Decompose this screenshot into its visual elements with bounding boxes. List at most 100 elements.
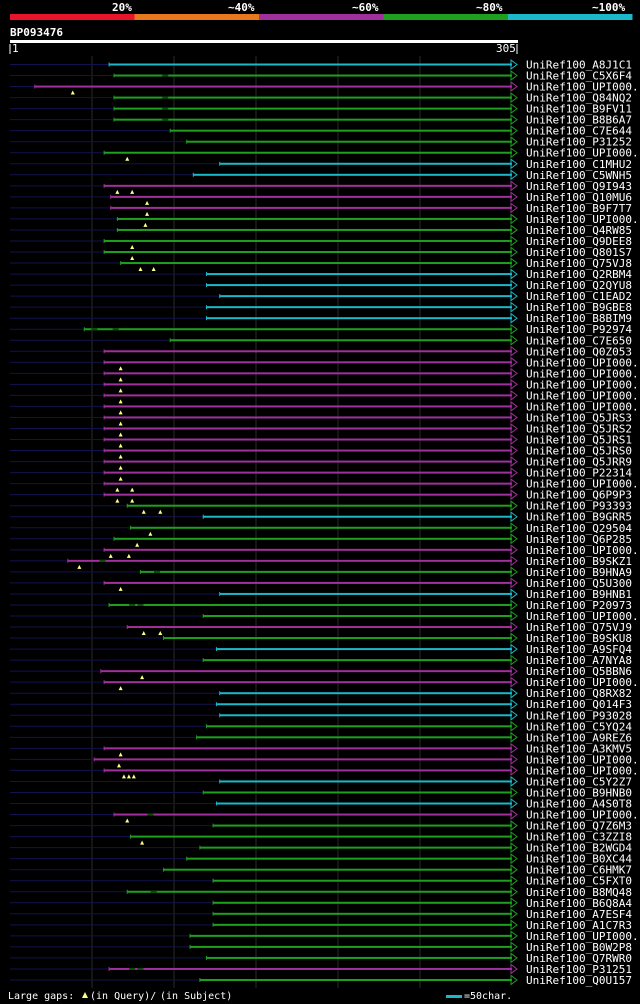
hit-bar[interactable]: [196, 736, 512, 739]
hit-bar[interactable]: [216, 648, 512, 651]
hit-name-link[interactable]: UniRef100_Q5BBN6: [526, 665, 632, 678]
hit-name-link[interactable]: UniRef100_P93393: [526, 500, 632, 513]
hit-name-link[interactable]: UniRef100_Q5JRS1: [526, 434, 632, 447]
hit-name-link[interactable]: UniRef100_UPI000..: [526, 478, 640, 491]
hit-bar[interactable]: [206, 956, 512, 959]
hit-row[interactable]: UniRef100_C7E650: [10, 334, 632, 347]
hit-bar[interactable]: [104, 361, 512, 364]
hit-bar[interactable]: [104, 239, 512, 242]
hit-row[interactable]: UniRef100_Q9DEE8: [10, 235, 632, 249]
hit-name-link[interactable]: UniRef100_Q014F3: [526, 698, 632, 711]
hit-bar[interactable]: [104, 251, 512, 254]
hit-bar[interactable]: [219, 692, 512, 695]
hit-name-link[interactable]: UniRef100_Q2QYU8: [526, 279, 632, 292]
hit-bar[interactable]: [104, 427, 512, 430]
hit-name-link[interactable]: UniRef100_P92974: [526, 323, 632, 336]
hit-name-link[interactable]: UniRef100_C7E644: [526, 125, 632, 138]
hit-row[interactable]: UniRef100_B9GBE8: [10, 301, 632, 314]
hit-bar[interactable]: [206, 317, 512, 320]
hit-bar[interactable]: [114, 118, 512, 121]
hit-row[interactable]: UniRef100_B9SKU8: [10, 632, 632, 645]
hit-row[interactable]: UniRef100_Q4RW85: [10, 224, 632, 237]
hit-bar[interactable]: [206, 725, 512, 728]
hit-row[interactable]: UniRef100_UPI000..: [10, 147, 640, 161]
hit-bar[interactable]: [170, 339, 513, 342]
hit-row[interactable]: UniRef100_Q29504: [10, 522, 632, 536]
hit-bar[interactable]: [114, 96, 512, 99]
hit-bar[interactable]: [109, 63, 512, 66]
hit-bar[interactable]: [206, 284, 512, 287]
hit-bar[interactable]: [203, 659, 512, 662]
hit-name-link[interactable]: UniRef100_B6Q8A4: [526, 897, 632, 910]
hit-bar[interactable]: [203, 615, 512, 617]
hit-row[interactable]: UniRef100_P92974: [10, 323, 632, 336]
hit-name-link[interactable]: UniRef100_B8B6A7: [526, 114, 632, 127]
hit-name-link[interactable]: UniRef100_UPI000..: [526, 367, 640, 380]
hit-row[interactable]: UniRef100_B9FV11: [10, 103, 632, 116]
hit-row[interactable]: UniRef100_UPI000..: [10, 400, 640, 415]
hit-row[interactable]: UniRef100_A9REZ6: [10, 731, 632, 744]
hit-bar[interactable]: [114, 107, 512, 110]
hit-row[interactable]: UniRef100_B9HNB1: [10, 588, 632, 601]
hit-bar[interactable]: [104, 769, 512, 772]
hit-name-link[interactable]: UniRef100_B0W2P8: [526, 941, 632, 954]
hit-bar[interactable]: [219, 592, 512, 595]
hit-bar[interactable]: [213, 912, 512, 915]
hit-row[interactable]: UniRef100_P31251: [10, 963, 632, 976]
hit-name-link[interactable]: UniRef100_UPI000..: [526, 213, 640, 226]
hit-name-link[interactable]: UniRef100_Q5JRR9: [526, 456, 632, 469]
hit-name-link[interactable]: UniRef100_B9SKU8: [526, 632, 632, 645]
hit-name-link[interactable]: UniRef100_C6HMK7: [526, 864, 632, 877]
hit-name-link[interactable]: UniRef100_Q4RW85: [526, 224, 632, 237]
hit-name-link[interactable]: UniRef100_UPI000..: [526, 930, 640, 943]
hit-row[interactable]: UniRef100_C6HMK7: [10, 864, 632, 877]
hit-name-link[interactable]: UniRef100_Q5JRS2: [526, 422, 632, 435]
hit-name-link[interactable]: UniRef100_A1C7R3: [526, 919, 632, 932]
hit-row[interactable]: UniRef100_Q6P9P3: [10, 489, 632, 503]
hit-row[interactable]: UniRef100_Q5U300: [10, 577, 632, 591]
hit-name-link[interactable]: UniRef100_UPI000..: [526, 753, 640, 766]
hit-bar[interactable]: [199, 846, 513, 849]
hit-bar[interactable]: [117, 228, 513, 231]
hit-name-link[interactable]: UniRef100_B8BIM9: [526, 312, 632, 325]
hit-row[interactable]: UniRef100_C1EAD2: [10, 290, 632, 303]
hit-bar[interactable]: [104, 747, 512, 750]
hit-name-link[interactable]: UniRef100_Q75VJ9: [526, 621, 632, 634]
hit-row[interactable]: UniRef100_A7NYA8: [10, 654, 632, 667]
hit-bar[interactable]: [114, 74, 512, 77]
hit-name-link[interactable]: UniRef100_C7E650: [526, 334, 632, 347]
hit-bar[interactable]: [163, 637, 512, 640]
hit-name-link[interactable]: UniRef100_UPI000..: [526, 147, 640, 160]
hit-bar[interactable]: [114, 813, 512, 816]
hit-row[interactable]: UniRef100_Q0U157: [10, 974, 632, 987]
hit-name-link[interactable]: UniRef100_B9F7T7: [526, 202, 632, 215]
hit-row[interactable]: UniRef100_Q75VJ9: [10, 621, 632, 636]
hit-row[interactable]: UniRef100_UPI000..: [10, 764, 640, 779]
hit-name-link[interactable]: UniRef100_Q6P285: [526, 533, 632, 546]
hit-name-link[interactable]: UniRef100_UPI000..: [526, 400, 640, 413]
hit-name-link[interactable]: UniRef100_Q5U300: [526, 577, 632, 590]
hit-bar[interactable]: [186, 140, 512, 143]
hit-row[interactable]: UniRef100_C5X6F4: [10, 70, 632, 83]
hit-name-link[interactable]: UniRef100_UPI000..: [526, 764, 640, 777]
hit-bar[interactable]: [216, 703, 512, 706]
hit-row[interactable]: UniRef100_Q7Z6M3: [10, 820, 632, 833]
hit-bar[interactable]: [193, 173, 512, 176]
hit-name-link[interactable]: UniRef100_B9GRR5: [526, 511, 632, 524]
hit-name-link[interactable]: UniRef100_UPI000..: [526, 809, 640, 822]
hit-name-link[interactable]: UniRef100_UPI000..: [526, 356, 640, 369]
hit-bar[interactable]: [94, 758, 512, 761]
hit-row[interactable]: UniRef100_UPI000..: [10, 367, 640, 382]
hit-bar[interactable]: [130, 526, 512, 529]
hit-name-link[interactable]: UniRef100_B9FV11: [526, 103, 632, 116]
hit-name-link[interactable]: UniRef100_Q5JRS0: [526, 445, 632, 458]
hit-name-link[interactable]: UniRef100_C5FXT0: [526, 875, 632, 888]
hit-row[interactable]: UniRef100_Q2RBM4: [10, 268, 632, 281]
hit-bar[interactable]: [100, 670, 513, 673]
hit-row[interactable]: UniRef100_A7ESF4: [10, 908, 632, 921]
hit-bar[interactable]: [114, 537, 512, 540]
hit-bar[interactable]: [127, 504, 513, 507]
hit-row[interactable]: UniRef100_UPI000..: [10, 676, 640, 691]
hit-bar[interactable]: [213, 824, 512, 827]
hit-row[interactable]: UniRef100_A9SFQ4: [10, 643, 632, 656]
